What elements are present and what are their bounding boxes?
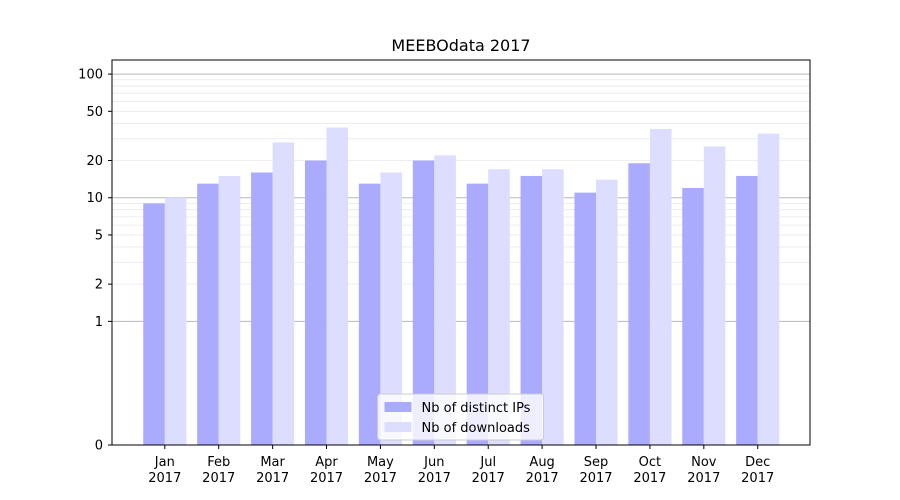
- y-tick-label: 50: [86, 105, 103, 120]
- x-tick-label: Jun 2017: [418, 455, 451, 486]
- x-tick-label: Nov 2017: [687, 455, 720, 486]
- x-tick-label: May 2017: [364, 455, 397, 486]
- bar-downloads: [542, 169, 564, 445]
- bar-ips: [197, 183, 219, 445]
- bars: [143, 127, 780, 446]
- legend-swatch: [384, 402, 412, 412]
- bar-downloads: [596, 179, 618, 446]
- bar-downloads: [488, 169, 510, 445]
- x-tick-label: Oct 2017: [633, 455, 666, 486]
- bar-ips: [682, 187, 704, 445]
- bar-downloads: [703, 146, 726, 445]
- bar-downloads: [272, 142, 295, 445]
- legend-box: [377, 393, 544, 441]
- bar-downloads: [434, 155, 456, 445]
- x-tick-label: Sep 2017: [579, 455, 612, 486]
- legend: Nb of distinct IPs Nb of downloads: [377, 393, 544, 441]
- x-tick-label: Feb 2017: [202, 455, 235, 486]
- x-axis: Jan 2017 Feb 2017 Mar 2017 Apr 2017 May 2017 Jun 20…: [148, 445, 774, 486]
- x-tick-label: Dec 2017: [741, 455, 774, 486]
- x-tick-label: Aug 2017: [526, 455, 559, 486]
- x-tick-label: Jan 2017: [148, 455, 181, 486]
- plot-frame: [111, 59, 811, 446]
- bar-ips: [143, 203, 165, 445]
- bar-ips: [304, 160, 327, 445]
- y-tick-label: 0: [95, 439, 103, 454]
- y-tick-label: 100: [78, 68, 103, 83]
- legend-label: Nb of downloads: [422, 421, 531, 436]
- bar-ips: [520, 175, 543, 445]
- bar-downloads: [380, 172, 402, 446]
- y-tick-label: 20: [86, 154, 103, 169]
- bar-downloads: [649, 128, 672, 445]
- x-tick-label: Apr 2017: [310, 455, 343, 486]
- bar-ips: [251, 172, 273, 446]
- y-tick-label: 5: [95, 228, 103, 243]
- x-tick-label: Mar 2017: [256, 455, 289, 486]
- bar-ips: [628, 163, 650, 445]
- bar-downloads: [164, 197, 187, 445]
- bar-ips: [466, 183, 489, 445]
- y-tick-label: 10: [86, 191, 103, 206]
- bar-ips: [358, 183, 381, 445]
- y-tick-label: 2: [95, 278, 103, 293]
- bar-downloads: [326, 127, 349, 446]
- y-axis: 0 1 2 5 10 20 50 100: [78, 68, 112, 454]
- x-tick-label: Jul 2017: [472, 455, 505, 486]
- legend-label: Nb of distinct IPs: [422, 401, 531, 416]
- y-tick-label: 1: [95, 315, 103, 330]
- legend-swatch: [384, 422, 412, 432]
- bar-downloads: [757, 133, 780, 445]
- bar-ips: [412, 160, 435, 445]
- bar-ips: [574, 192, 597, 445]
- chart-title: MEEBOdata 2017: [391, 36, 530, 55]
- bar-ips: [736, 175, 758, 445]
- bar-downloads: [218, 175, 241, 445]
